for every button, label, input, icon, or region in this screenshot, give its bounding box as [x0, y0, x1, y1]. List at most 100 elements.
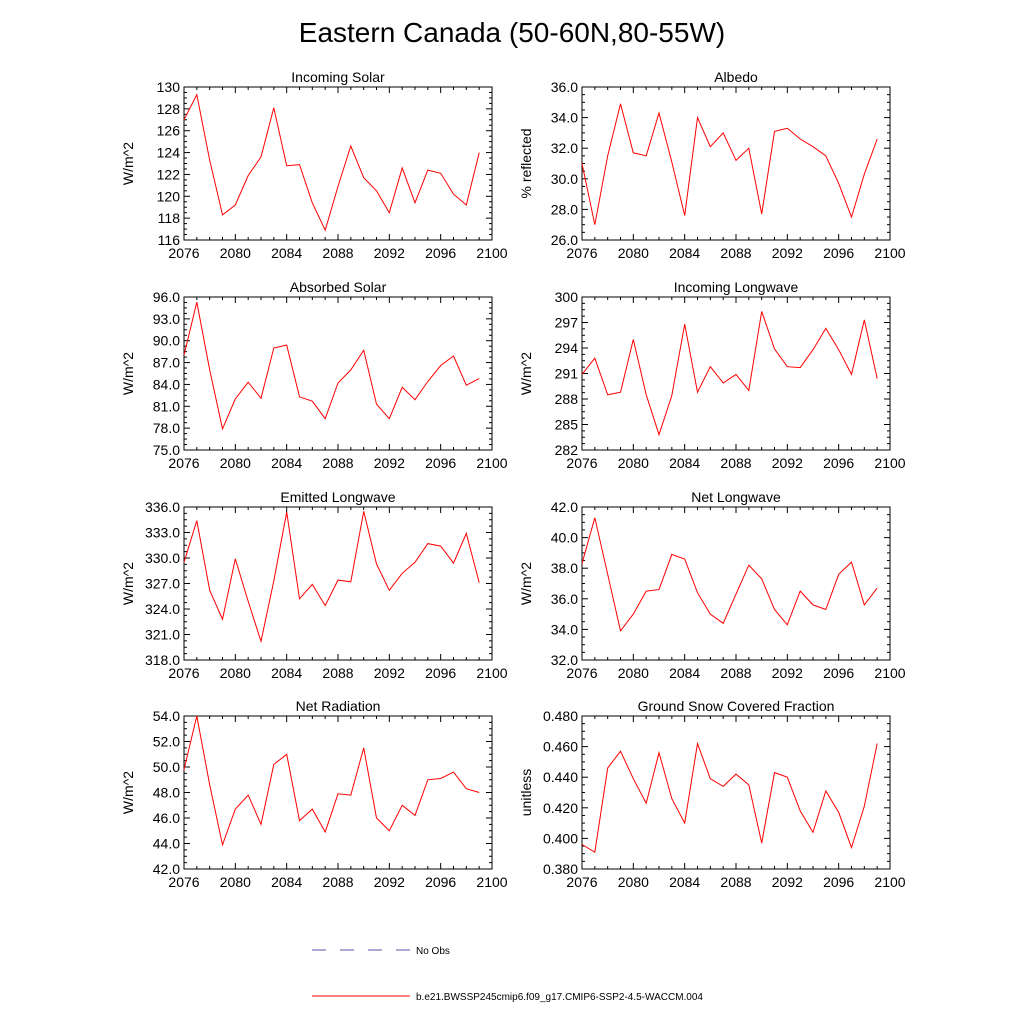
x-tick-label: 2088	[720, 455, 751, 471]
y-tick-label: 26.0	[551, 232, 578, 248]
x-tick-label: 2096	[823, 665, 854, 681]
plot-frame	[581, 715, 891, 870]
y-tick-label: 38.0	[551, 560, 578, 576]
x-tick-label: 2084	[271, 874, 302, 890]
x-tick-label: 2088	[720, 874, 751, 890]
chart-panel-2: Albedo % reflected 26.0 28.0 30.0 32.0 34.0 36.…	[518, 69, 906, 261]
y-tick-label: 50.0	[153, 759, 180, 775]
x-tick-label: 2100	[874, 245, 905, 261]
panel-title: Incoming Longwave	[674, 279, 799, 295]
x-tick-label: 2080	[220, 455, 251, 471]
x-tick-label: 2076	[566, 245, 597, 261]
y-tick-label: 294	[555, 340, 579, 356]
y-axis-label: % reflected	[518, 128, 534, 198]
y-tick-label: 336.0	[145, 499, 180, 515]
y-tick-label: 282	[555, 442, 579, 458]
y-tick-label: 32.0	[551, 652, 578, 668]
x-tick-label: 2092	[374, 455, 405, 471]
x-tick-label: 2096	[425, 874, 456, 890]
legend: No Obs b.e21.BWSSP245cmip6.f09_g17.CMIP6…	[312, 946, 703, 1003]
x-tick-label: 2100	[874, 665, 905, 681]
chart-panel-7: Net Radiation W/m^2 42.0 44.0 46.0 48.0 50.0 52…	[120, 698, 508, 890]
x-tick-label: 2076	[168, 665, 199, 681]
chart-panel-4: Incoming Longwave W/m^2 282 285 288 291 294 297…	[518, 279, 906, 471]
panel-title: Albedo	[714, 69, 758, 85]
x-tick-label: 2100	[874, 455, 905, 471]
x-tick-label: 2092	[772, 455, 803, 471]
y-tick-label: 0.380	[543, 861, 578, 877]
x-tick-label: 2100	[874, 874, 905, 890]
series-line	[183, 301, 480, 431]
x-tick-label: 2080	[618, 874, 649, 890]
x-tick-label: 2084	[271, 455, 302, 471]
y-tick-label: 333.0	[145, 525, 180, 541]
y-tick-label: 118	[158, 210, 181, 226]
x-tick-label: 2076	[566, 665, 597, 681]
chart-panel-6: Net Longwave W/m^2 32.0 34.0 36.0 38.0 40.0 42.…	[518, 489, 906, 681]
panel-title: Incoming Solar	[291, 69, 385, 85]
y-tick-label: 122	[157, 166, 181, 182]
y-tick-label: 0.420	[543, 800, 578, 816]
x-tick-label: 2096	[425, 455, 456, 471]
x-tick-label: 2088	[322, 455, 353, 471]
y-tick-label: 0.460	[543, 739, 578, 755]
y-tick-label: 78.0	[153, 420, 180, 436]
y-tick-label: 318.0	[145, 652, 180, 668]
x-tick-label: 2096	[823, 245, 854, 261]
y-tick-label: 34.0	[551, 621, 578, 637]
y-tick-label: 330.0	[145, 550, 180, 566]
x-tick-label: 2088	[322, 665, 353, 681]
series-line	[183, 93, 480, 232]
y-tick-label: 36.0	[551, 79, 578, 95]
x-tick-label: 2088	[720, 665, 751, 681]
series-line	[183, 715, 480, 847]
legend-model-label: b.e21.BWSSP245cmip6.f09_g17.CMIP6-SSP2-4…	[416, 992, 703, 1003]
y-tick-label: 32.0	[551, 140, 578, 156]
panels: Incoming Solar W/m^2 116 118 120 122 124 126 128…	[120, 69, 906, 890]
y-tick-label: 300	[555, 289, 579, 305]
chart-panel-5: Emitted Longwave W/m^2 318.0 321.0 324.0 327.…	[120, 489, 508, 681]
y-tick-label: 46.0	[153, 810, 180, 826]
y-axis-label: W/m^2	[120, 771, 136, 814]
x-tick-label: 2084	[669, 874, 700, 890]
x-tick-label: 2084	[271, 665, 302, 681]
y-axis-label: W/m^2	[120, 142, 136, 185]
x-tick-label: 2076	[168, 245, 199, 261]
x-tick-label: 2080	[220, 665, 251, 681]
x-tick-label: 2092	[374, 665, 405, 681]
series-line	[581, 517, 878, 633]
plot-frame	[581, 296, 891, 451]
series-line	[581, 103, 878, 225]
x-tick-label: 2096	[823, 455, 854, 471]
x-tick-label: 2084	[669, 665, 700, 681]
chart-panel-3: Absorbed Solar W/m^2 75.0 78.0 81.0 84.0 87.0 9…	[120, 279, 508, 471]
y-tick-label: 28.0	[551, 201, 578, 217]
y-tick-label: 54.0	[153, 708, 180, 724]
y-tick-label: 42.0	[153, 861, 180, 877]
plot-frame	[183, 715, 493, 870]
x-tick-label: 2080	[220, 245, 251, 261]
x-tick-label: 2092	[772, 665, 803, 681]
x-tick-label: 2080	[618, 455, 649, 471]
x-tick-label: 2100	[476, 665, 507, 681]
y-tick-label: 130	[157, 79, 181, 95]
y-tick-label: 48.0	[153, 785, 180, 801]
panel-title: Ground Snow Covered Fraction	[638, 698, 835, 714]
panel-title: Net Longwave	[691, 489, 781, 505]
y-tick-label: 291	[555, 366, 579, 382]
x-tick-label: 2096	[425, 245, 456, 261]
x-tick-label: 2096	[823, 874, 854, 890]
x-tick-label: 2080	[618, 245, 649, 261]
y-tick-label: 52.0	[153, 734, 180, 750]
y-axis-label: W/m^2	[518, 352, 534, 395]
y-tick-label: 321.0	[145, 627, 180, 643]
x-tick-label: 2088	[322, 874, 353, 890]
y-axis-label: unitless	[518, 769, 534, 816]
x-tick-label: 2100	[476, 245, 507, 261]
series-line	[183, 511, 480, 644]
plot-frame	[183, 86, 493, 241]
y-tick-label: 297	[555, 315, 579, 331]
y-tick-label: 81.0	[153, 398, 180, 414]
y-tick-label: 128	[157, 101, 181, 117]
